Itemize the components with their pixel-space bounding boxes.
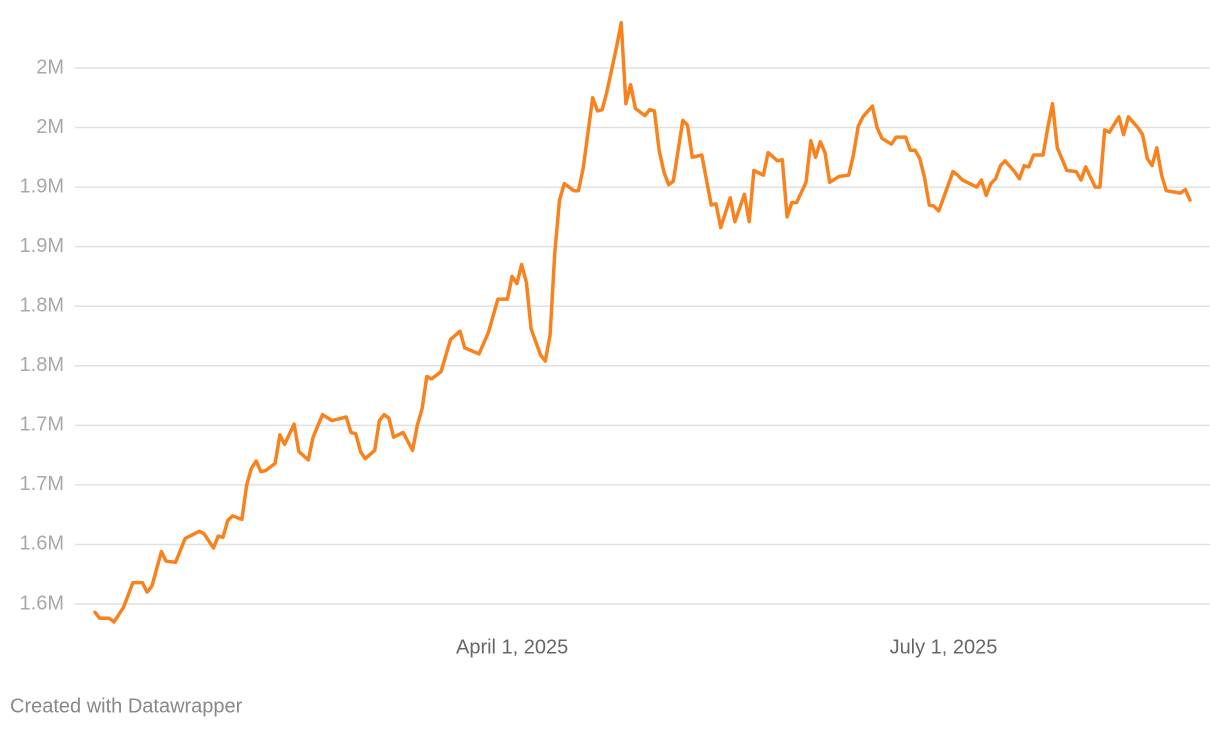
y-tick-label: 1.6M	[20, 592, 64, 614]
x-tick-label: April 1, 2025	[456, 636, 568, 658]
y-tick-label: 1.9M	[20, 175, 64, 197]
line	[93, 20, 1192, 624]
y-tick-label: 1.8M	[20, 354, 64, 376]
y-tick-label: 2M	[36, 116, 64, 138]
footer: Created with Datawrapper	[10, 695, 243, 717]
y-tick-label: 1.9M	[20, 235, 64, 257]
y-tick-label: 1.8M	[20, 295, 64, 317]
y-tick-label: 1.7M	[20, 414, 64, 436]
x-tick-label: July 1, 2025	[890, 636, 998, 658]
y-tick-label: 1.7M	[20, 473, 64, 495]
y-tick-label: 2M	[36, 56, 64, 78]
y-tick-label: 1.6M	[20, 533, 64, 555]
